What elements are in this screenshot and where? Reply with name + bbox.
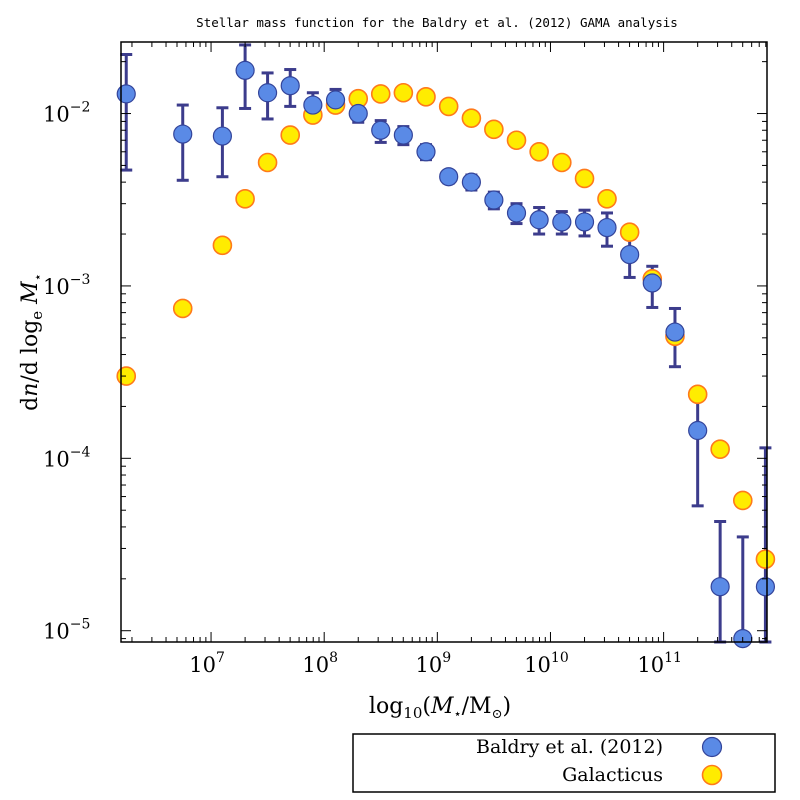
galacticus-point-20 <box>619 222 640 242</box>
legend-label-baldry: Baldry et al. (2012) <box>476 736 663 758</box>
baldry-point-6 <box>303 95 323 115</box>
baldry-point-9 <box>371 120 391 140</box>
baldry-point-10 <box>393 125 413 145</box>
legend-marker-galacticus <box>701 764 723 786</box>
galacticus-point-1 <box>172 298 193 319</box>
x-tick-label-1: 108 <box>302 650 338 677</box>
galacticus-point-11 <box>416 87 436 107</box>
x-tick-label-3: 1010 <box>524 650 569 677</box>
galacticus-point-9 <box>370 84 391 104</box>
y-axis-label: dn/d loge M⋆ <box>18 273 46 411</box>
axis-ticks <box>121 42 767 642</box>
baldry-point-17 <box>552 212 572 232</box>
galacticus-point-2 <box>212 235 233 256</box>
baldry-point-8 <box>348 103 368 124</box>
baldry-point-5 <box>280 76 300 96</box>
y-tick-label-0: 10−5 <box>43 617 90 644</box>
baldry-point-0 <box>116 84 136 104</box>
chart-title: Stellar mass function for the Baldry et … <box>196 15 678 30</box>
x-tick-label-2: 109 <box>416 650 452 677</box>
galacticus-point-0 <box>116 366 137 386</box>
baldry-point-22 <box>665 322 685 342</box>
x-tick-label-0: 107 <box>189 650 225 677</box>
legend-label-galacticus: Galacticus <box>562 764 663 786</box>
plot-frame <box>120 41 768 643</box>
baldry-point-20 <box>620 244 640 265</box>
baldry-point-2 <box>212 126 233 146</box>
x-axis-label: log10(M⋆/M⊙) <box>369 694 511 722</box>
tick-labels: 107 108 109 1010 1011 10−5 10−4 10−3 10−2 <box>43 100 682 677</box>
baldry-point-4 <box>257 83 278 103</box>
galacticus-point-25 <box>732 490 753 511</box>
baldry-point-23 <box>688 420 708 441</box>
galacticus-point-3 <box>235 189 255 209</box>
galacticus-point-12 <box>438 96 459 117</box>
galacticus-point-23 <box>687 384 708 405</box>
galacticus-point-10 <box>393 82 414 103</box>
galacticus-point-4 <box>257 152 278 173</box>
baldry-point-18 <box>574 212 595 232</box>
galacticus-point-14 <box>484 119 504 140</box>
galacticus-point-17 <box>552 152 572 173</box>
baldry-point-15 <box>506 203 527 223</box>
baldry-series <box>116 60 776 649</box>
errorbar-0 <box>120 53 133 172</box>
galacticus-point-26 <box>755 549 776 569</box>
galacticus-point-24 <box>710 439 730 459</box>
baldry-point-3 <box>235 60 255 80</box>
baldry-point-21 <box>642 273 662 293</box>
galacticus-point-13 <box>461 108 482 128</box>
legend: Baldry et al. (2012) Galacticus <box>352 733 776 793</box>
baldry-point-14 <box>484 190 504 210</box>
baldry-point-24 <box>710 577 730 597</box>
x-tick-label-4: 1011 <box>637 650 682 677</box>
y-tick-label-3: 10−2 <box>43 100 90 127</box>
baldry-point-11 <box>416 142 436 162</box>
y-tick-label-1: 10−4 <box>43 444 90 471</box>
galacticus-point-5 <box>280 125 301 145</box>
baldry-point-16 <box>529 210 549 230</box>
baldry-point-7 <box>325 90 346 110</box>
baldry-point-19 <box>597 217 617 238</box>
baldry-point-26 <box>755 577 776 597</box>
legend-marker-baldry <box>701 736 723 758</box>
y-tick-label-2: 10−3 <box>43 272 90 299</box>
baldry-point-13 <box>461 172 481 192</box>
galacticus-point-15 <box>506 130 527 151</box>
baldry-point-1 <box>173 124 193 144</box>
galacticus-point-18 <box>574 168 595 189</box>
baldry-point-12 <box>439 167 459 187</box>
galacticus-point-16 <box>529 141 549 162</box>
galacticus-point-19 <box>597 189 617 209</box>
